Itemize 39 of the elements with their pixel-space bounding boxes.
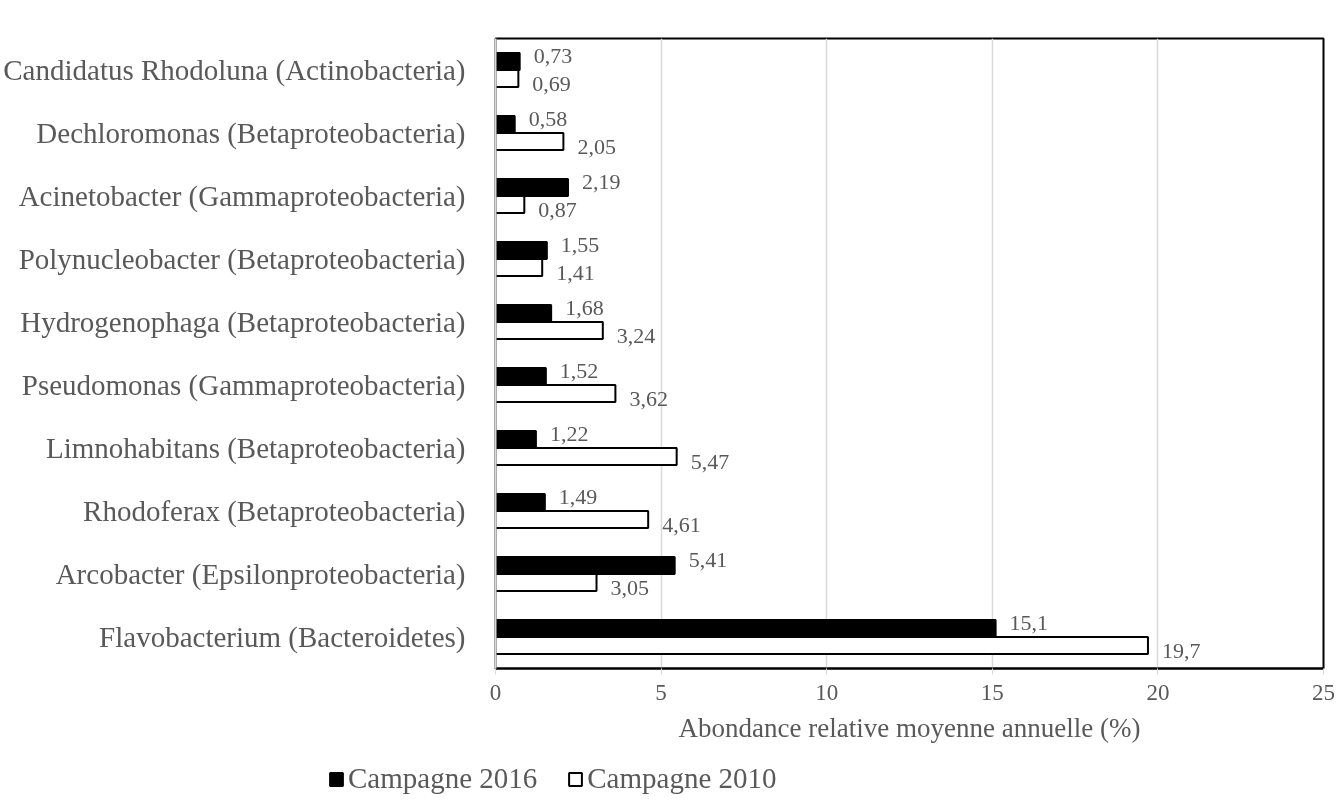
y-tick-label: Arcobacter (Epsilonproteobacteria) [55, 558, 466, 591]
data-label: 0,69 [532, 71, 571, 96]
x-tick-label: 15 [980, 679, 1004, 705]
data-label: 0,87 [538, 197, 577, 223]
data-label: 3,24 [616, 323, 656, 349]
data-label: 5,41 [688, 546, 728, 572]
data-label: 1,41 [556, 260, 595, 286]
y-tick-label: Pseudomonas (Gammaproteobacteria) [21, 369, 466, 402]
data-label: 1,55 [560, 231, 600, 257]
y-tick-label: Flavobacterium (Bacteroidetes) [99, 621, 466, 654]
data-label: 19,7 [1161, 638, 1201, 664]
y-tick-label: Limnohabitans (Betaproteobacteria) [45, 432, 466, 465]
y-tick-label: Hydrogenophaga (Betaproteobacteria) [20, 306, 466, 339]
data-label: 1,52 [559, 357, 599, 383]
y-tick-label: Candidatus Rhodoluna (Actinobacteria) [3, 54, 466, 87]
y-tick-label: Rhodoferax (Betaproteobacteria) [83, 495, 466, 528]
data-label: 1,49 [558, 483, 598, 509]
legend-label: Campagne 2010 [587, 762, 777, 795]
data-label: 3,05 [610, 575, 650, 601]
x-tick-label: 5 [655, 679, 667, 705]
y-tick-label: Dechloromonas (Betaproteobacteria) [36, 117, 466, 150]
data-label: 2,05 [577, 134, 616, 160]
data-label: 0,58 [528, 106, 568, 131]
y-tick-label: Polynucleobacter (Betaproteobacteria) [18, 243, 466, 276]
x-tick-label: 25 [1312, 679, 1335, 705]
data-label: 1,68 [565, 294, 604, 320]
x-axis-title: Abondance relative moyenne annuelle (%) [678, 712, 1141, 743]
x-tick-label: 10 [815, 679, 839, 705]
x-tick-label: 20 [1146, 679, 1170, 705]
x-tick-label: 0 [489, 679, 502, 705]
data-label: 2,19 [582, 168, 621, 194]
y-tick-label: Acinetobacter (Gammaproteobacteria) [18, 180, 466, 213]
data-label: 3,62 [629, 386, 668, 412]
legend-label: Campagne 2016 [348, 762, 538, 795]
data-label: 15,1 [1009, 609, 1049, 635]
data-label: 5,47 [690, 449, 730, 475]
data-label: 4,61 [662, 512, 701, 538]
data-label: 1,22 [549, 420, 589, 446]
data-label: 0,73 [533, 42, 573, 68]
